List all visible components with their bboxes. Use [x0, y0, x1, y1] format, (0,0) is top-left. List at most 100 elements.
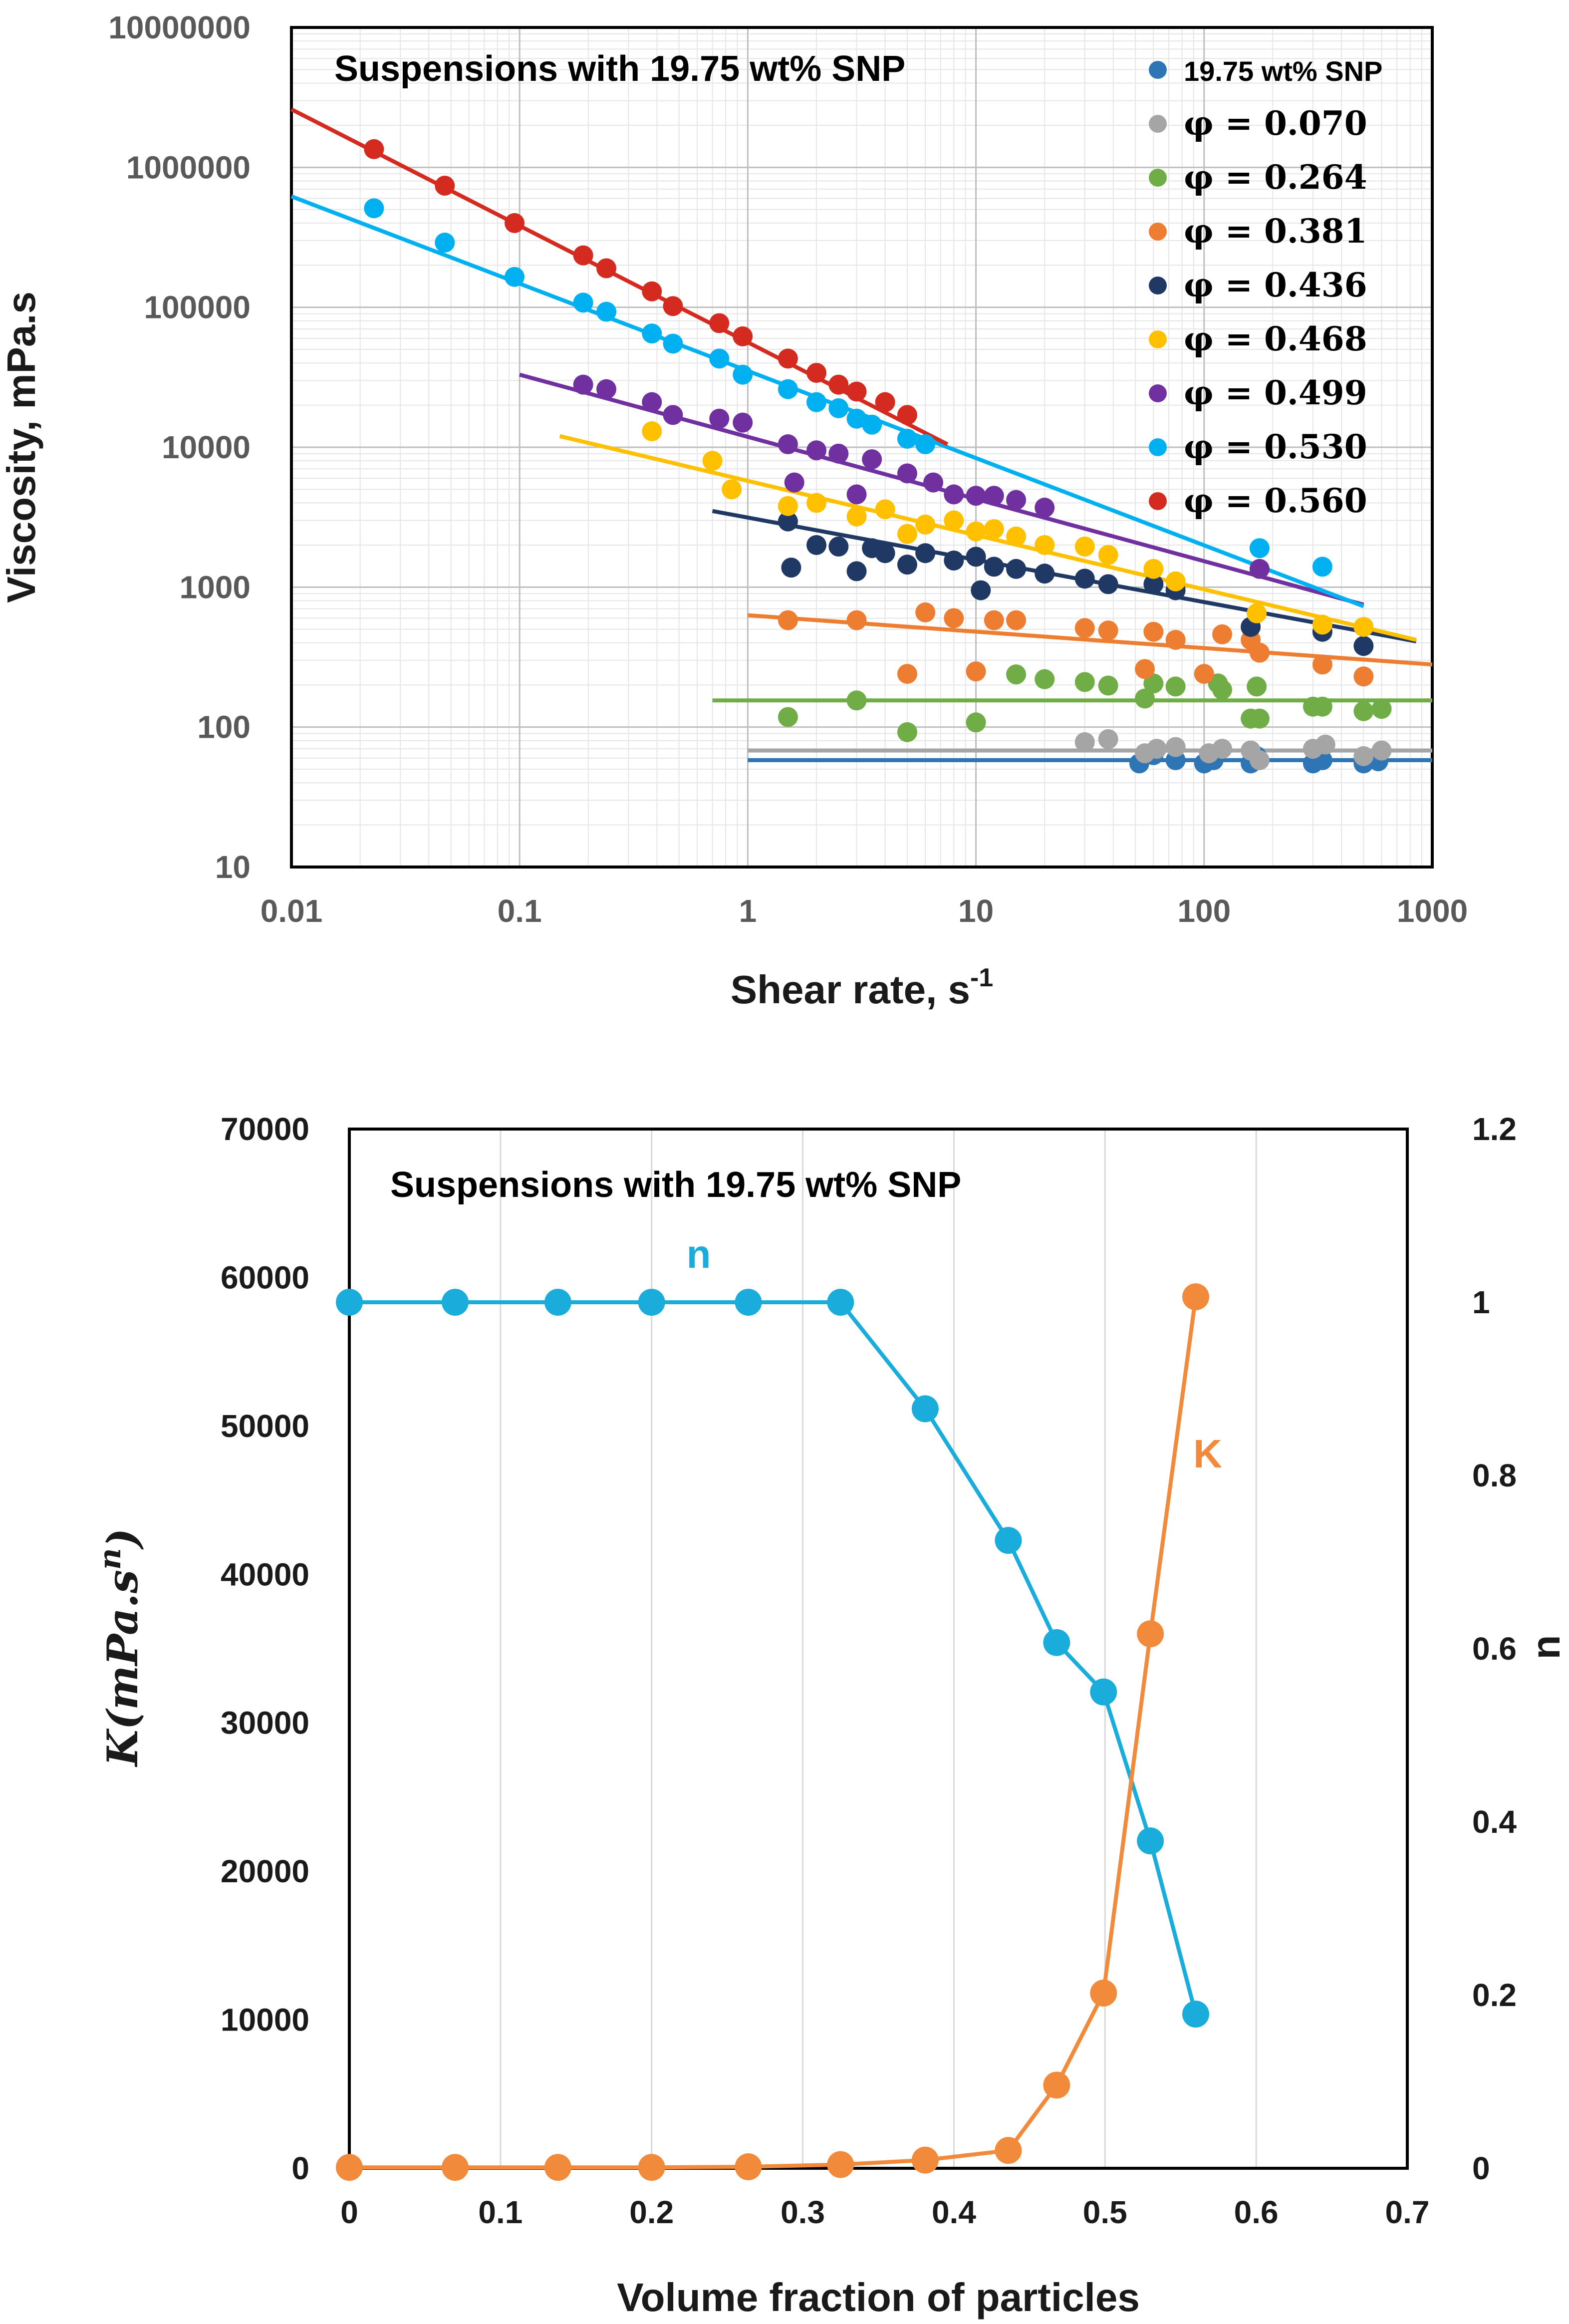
data-point [709, 313, 730, 333]
data-point [702, 451, 723, 471]
data-point [1098, 574, 1118, 594]
data-point [642, 392, 662, 412]
legend-label: φ = 0.264 [1184, 158, 1367, 197]
data-point [435, 175, 455, 196]
data-point [596, 301, 617, 322]
viscosity-chart: 0.01 0.1 1 10 100 1000 1010010001000010000010… [0, 9, 1468, 1012]
left-y-tick-label: 50000 [221, 1408, 309, 1444]
data-point [1098, 545, 1118, 565]
k-data-point [336, 2154, 363, 2181]
data-point [1035, 564, 1055, 584]
left-y-tick-label: 70000 [221, 1111, 309, 1147]
data-point [1249, 642, 1270, 663]
left-y-tick-label: 20000 [221, 1853, 309, 1889]
data-point [505, 213, 525, 233]
data-point [862, 449, 882, 470]
data-point [778, 707, 798, 727]
data-point [984, 557, 1004, 577]
n-data-point [544, 1289, 571, 1316]
data-point [709, 408, 730, 429]
data-point [1353, 636, 1374, 656]
data-point [1074, 618, 1095, 638]
data-point [364, 198, 384, 219]
data-point [806, 392, 827, 412]
viscosity-y-axis-label: Viscosity, mPa.s [0, 291, 43, 603]
data-point [596, 258, 617, 279]
fit-line [519, 372, 1364, 607]
data-point [663, 296, 683, 316]
fit-line [559, 434, 1417, 642]
x-tick-label: 0.2 [629, 2194, 674, 2230]
data-point [1249, 559, 1270, 579]
data-point [733, 412, 753, 433]
data-point [897, 722, 917, 742]
data-point [897, 463, 917, 484]
data-point [897, 664, 917, 684]
legend-label: φ = 0.560 [1184, 481, 1367, 520]
data-point [1143, 621, 1164, 642]
data-point [1165, 676, 1186, 697]
legend-marker [1149, 492, 1167, 510]
data-point [1006, 664, 1027, 685]
left-y-tick-label: 60000 [221, 1259, 309, 1295]
data-point [846, 610, 867, 630]
data-point [875, 499, 895, 520]
n-series-annotation: n [687, 1232, 711, 1276]
data-point [846, 690, 867, 711]
left-y-tick-label: 10000 [221, 2002, 309, 2038]
x-tick-label: 1000 [1397, 893, 1468, 929]
viscosity-chart-title: Suspensions with 19.75 wt% SNP [334, 49, 905, 89]
data-point [875, 392, 895, 412]
legend-label: φ = 0.530 [1184, 427, 1367, 466]
data-point [875, 543, 895, 564]
parameter-chart-title: Suspensions with 19.75 wt% SNP [390, 1165, 961, 1205]
fit-line [290, 194, 1364, 608]
data-point [1371, 740, 1392, 761]
parameter-left-y-axis-label: K(mPa.sn) [93, 1528, 147, 1767]
data-point [1212, 739, 1233, 759]
data-point [573, 245, 593, 266]
data-point [897, 555, 917, 575]
y-tick-label: 10000 [162, 429, 251, 465]
data-point [1074, 537, 1095, 557]
legend-marker [1149, 169, 1167, 187]
data-point [897, 405, 917, 425]
data-point [1135, 688, 1155, 709]
data-point [846, 506, 867, 527]
data-point [971, 580, 991, 600]
y-tick-label: 1000 [180, 569, 251, 605]
y-tick-label: 10 [215, 849, 251, 885]
data-point [897, 524, 917, 544]
data-point [806, 535, 827, 555]
viscosity-x-axis-label: Shear rate, s-1 [731, 963, 994, 1012]
n-data-point [1043, 1629, 1070, 1656]
legend-label: φ = 0.070 [1184, 104, 1367, 143]
viscosity-x-ticks: 0.01 0.1 1 10 100 1000 [261, 893, 1468, 929]
k-data-point [911, 2146, 939, 2174]
data-point [642, 281, 662, 301]
k-data-point [735, 2153, 762, 2181]
data-point [944, 608, 964, 628]
legend-label: φ = 0.468 [1184, 319, 1367, 358]
x-tick-label: 0.7 [1385, 2194, 1430, 2230]
data-point [596, 379, 617, 399]
right-y-tick-label: 1.2 [1472, 1111, 1517, 1147]
data-point [944, 510, 964, 531]
legend-label: φ = 0.381 [1184, 212, 1367, 251]
x-tick-label: 0.01 [261, 893, 323, 929]
data-point [663, 333, 683, 354]
data-point [966, 521, 986, 542]
data-point [1212, 679, 1233, 700]
n-data-point [442, 1289, 469, 1316]
k-data-point [995, 2137, 1022, 2164]
data-point [1098, 675, 1118, 696]
data-point [944, 550, 964, 571]
data-point [1135, 659, 1155, 679]
y-tick-label: 100 [197, 709, 251, 745]
x-tick-label: 0.1 [498, 893, 542, 929]
data-point [1143, 559, 1164, 579]
legend-marker [1149, 61, 1167, 79]
fit-line [712, 509, 1417, 643]
data-point [966, 661, 986, 682]
data-point [915, 514, 936, 535]
